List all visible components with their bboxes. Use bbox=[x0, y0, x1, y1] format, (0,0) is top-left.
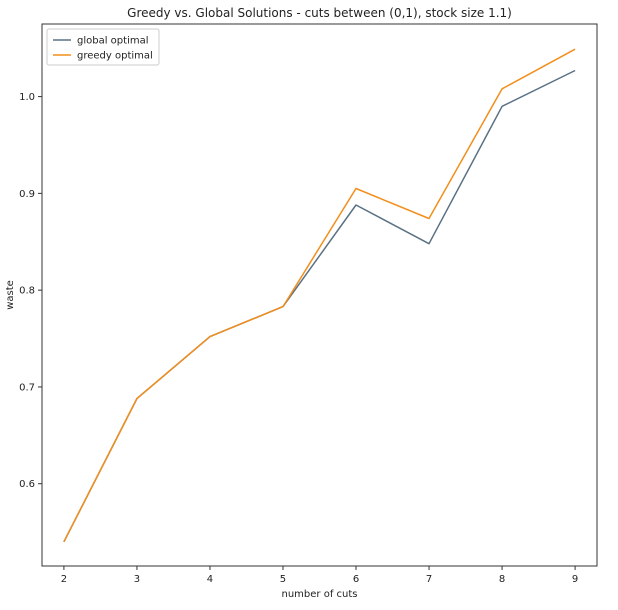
chart-title: Greedy vs. Global Solutions - cuts betwe… bbox=[127, 6, 512, 20]
legend: global optimal greedy optimal bbox=[46, 28, 160, 66]
x-tick-label: 8 bbox=[499, 574, 505, 585]
y-tick-label: 0.6 bbox=[19, 479, 35, 490]
x-tick-label: 7 bbox=[426, 574, 432, 585]
legend-box bbox=[46, 28, 160, 66]
y-axis: 0.6 0.7 0.8 0.9 1.0 bbox=[19, 92, 42, 490]
x-tick-label: 2 bbox=[61, 574, 67, 585]
x-axis: 2 3 4 5 6 7 8 9 bbox=[61, 566, 578, 585]
y-tick-label: 1.0 bbox=[19, 92, 35, 103]
x-tick-label: 4 bbox=[207, 574, 213, 585]
legend-entry: global optimal bbox=[77, 36, 149, 47]
y-axis-label: waste bbox=[5, 280, 16, 310]
x-tick-label: 9 bbox=[572, 574, 578, 585]
x-tick-label: 5 bbox=[280, 574, 286, 585]
x-tick-label: 3 bbox=[134, 574, 140, 585]
series-line-global-optimal bbox=[63, 69, 576, 543]
y-tick-label: 0.7 bbox=[19, 382, 35, 393]
y-tick-label: 0.8 bbox=[19, 286, 35, 297]
legend-entry: greedy optimal bbox=[77, 51, 153, 62]
y-tick-label: 0.9 bbox=[19, 189, 35, 200]
plot-frame bbox=[41, 23, 598, 567]
x-axis-label: number of cuts bbox=[282, 589, 358, 600]
x-tick-label: 6 bbox=[353, 574, 359, 585]
series-line-greedy-optimal bbox=[63, 48, 576, 543]
series-lines bbox=[63, 48, 576, 543]
